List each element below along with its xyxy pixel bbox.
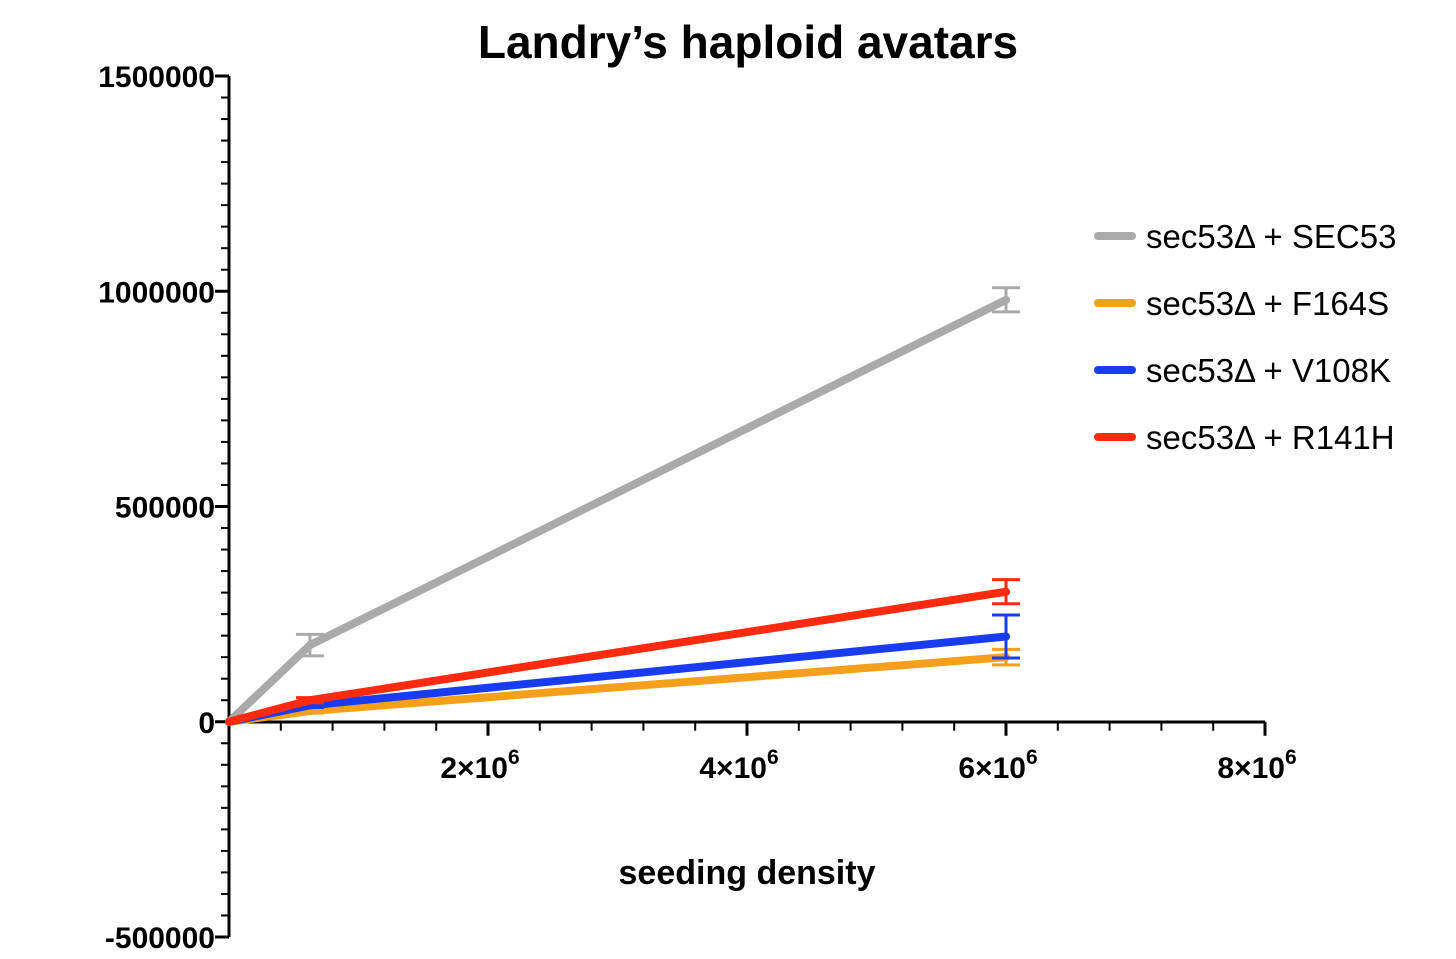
legend-item: sec53Δ + SEC53 xyxy=(1094,218,1396,255)
x-tick-label: 6×106 xyxy=(958,746,1037,785)
x-tick-label-exponent: 6 xyxy=(1026,746,1038,769)
series-0 xyxy=(225,286,1020,726)
x-tick-label-base: 2×10 xyxy=(440,752,508,785)
legend-item: sec53Δ + F164S xyxy=(1094,285,1389,322)
x-axis-label: seeding density xyxy=(619,854,876,892)
data-point xyxy=(225,717,233,726)
series-3 xyxy=(225,578,1020,726)
data-point xyxy=(305,641,314,650)
chart-title: Landry’s haploid avatars xyxy=(478,16,1018,68)
legend-label: sec53Δ + R141H xyxy=(1146,419,1395,456)
x-axis-ticks: 2×106 4×106 6×106 8×106 xyxy=(279,721,1297,785)
x-tick-label-base: 4×10 xyxy=(699,752,767,785)
series-line xyxy=(225,295,1010,726)
x-tick-label-base: 8×10 xyxy=(1217,752,1285,785)
legend-label: sec53Δ + SEC53 xyxy=(1146,218,1396,255)
legend-item: sec53Δ + R141H xyxy=(1094,419,1395,456)
legend-label: sec53Δ + F164S xyxy=(1146,285,1389,322)
x-tick-label-exponent: 6 xyxy=(767,746,779,769)
x-tick-label: 8×106 xyxy=(1217,746,1296,785)
y-tick-label: 1500000 xyxy=(98,61,215,94)
y-tick-label: 500000 xyxy=(115,492,215,525)
data-point xyxy=(1002,295,1010,304)
series-layer xyxy=(225,286,1020,726)
legend: sec53Δ + SEC53 sec53Δ + F164S sec53Δ + V10… xyxy=(1094,218,1396,456)
series-line xyxy=(225,653,1010,726)
data-point xyxy=(1002,632,1010,641)
series-1 xyxy=(225,647,1020,726)
x-tick-label: 2×106 xyxy=(440,746,519,785)
x-tick-label-exponent: 6 xyxy=(508,746,520,769)
data-point xyxy=(305,696,314,705)
x-tick-label: 4×106 xyxy=(699,746,778,785)
y-axis-ticks: 1500000 1000000 500000 0 -500000 xyxy=(98,61,229,955)
legend-item: sec53Δ + V108K xyxy=(1094,352,1391,389)
y-tick-label: -500000 xyxy=(105,922,215,955)
x-tick-label-base: 6×10 xyxy=(958,752,1026,785)
y-tick-label: 0 xyxy=(198,707,215,740)
legend-label: sec53Δ + V108K xyxy=(1146,352,1391,389)
y-tick-label: 1000000 xyxy=(98,276,215,309)
x-tick-label-exponent: 6 xyxy=(1285,746,1297,769)
data-point xyxy=(1002,587,1010,596)
